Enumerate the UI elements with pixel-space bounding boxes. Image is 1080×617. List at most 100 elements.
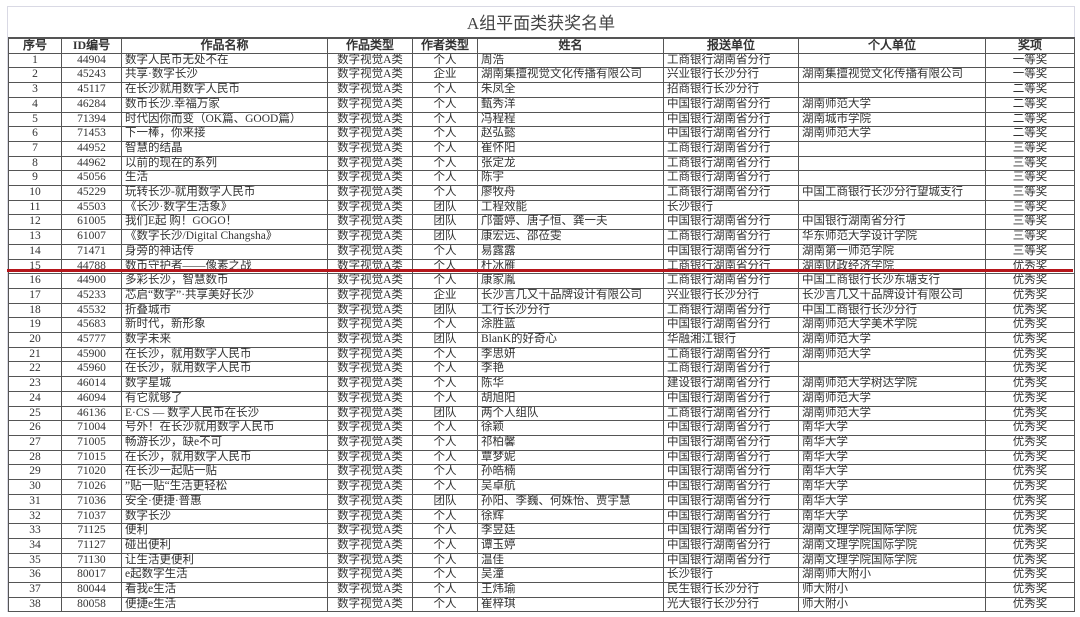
cell-index: 28 bbox=[8, 449, 62, 466]
cell-work-name: 我们E起 购！GOGO！ bbox=[121, 214, 328, 231]
cell-index: 21 bbox=[8, 346, 62, 363]
cell-work-type: 数字视觉A类 bbox=[327, 82, 413, 98]
table-row: 6 71453 下一棒，你来接 数字视觉A类 个人 赵弘懿 中国银行湖南省分行 湖南师范大学二… bbox=[8, 126, 1075, 142]
cell-id: 71015 bbox=[61, 449, 122, 466]
cell-work-type: 数字视觉A类 bbox=[327, 464, 413, 481]
cell-personal-unit: 南华大学 bbox=[798, 434, 986, 451]
cell-award: 优秀奖 bbox=[985, 346, 1075, 363]
cell-id: 71005 bbox=[61, 434, 122, 451]
cell-award: 优秀奖 bbox=[985, 390, 1075, 407]
cell-name: 长沙言几又十品牌设计有限公司 bbox=[477, 287, 664, 304]
cell-work-type: 数字视觉A类 bbox=[327, 552, 413, 569]
cell-name: 祁柏馨 bbox=[477, 434, 664, 451]
cell-award: 三等奖 bbox=[985, 140, 1075, 157]
cell-id: 71004 bbox=[61, 420, 122, 436]
header-submitting-unit: 报送单位 bbox=[663, 36, 799, 54]
cell-submitting-unit: 民生银行长沙分行 bbox=[663, 582, 799, 598]
table-row: 4 46284 数币长沙.幸福万家 数字视觉A类 个人 甄秀洋 中国银行湖南省分行 湖南师范大… bbox=[8, 96, 1075, 113]
cell-work-type: 数字视觉A类 bbox=[327, 199, 413, 216]
header-personal-unit: 个人单位 bbox=[798, 36, 986, 54]
cell-name: 李昱廷 bbox=[477, 523, 664, 539]
highlight-divider-line bbox=[7, 269, 1073, 272]
cell-award: 二等奖 bbox=[985, 111, 1075, 128]
cell-personal-unit: 师大附小 bbox=[798, 596, 986, 613]
cell-id: 44904 bbox=[61, 52, 122, 69]
cell-name: 邝蕾婷、唐子恒、龚一夫 bbox=[477, 214, 664, 231]
cell-award: 三等奖 bbox=[985, 243, 1075, 260]
cell-id: 71394 bbox=[61, 111, 122, 128]
cell-index: 7 bbox=[8, 140, 62, 157]
cell-work-type: 数字视觉A类 bbox=[327, 523, 413, 539]
award-list-sheet: A组平面类获奖名单 序号 ID编号 作品名称 作品类型 作者类型 姓名 报送单位… bbox=[7, 6, 1075, 613]
header-name: 姓名 bbox=[477, 36, 664, 54]
cell-id: 61007 bbox=[61, 229, 122, 245]
cell-author-type: 个人 bbox=[412, 582, 478, 598]
cell-author-type: 个人 bbox=[412, 317, 478, 334]
cell-award: 优秀奖 bbox=[985, 464, 1075, 481]
cell-work-name: 《长沙·数字生活象》 bbox=[121, 199, 328, 216]
cell-index: 33 bbox=[8, 523, 62, 539]
cell-work-name: 有它就够了 bbox=[121, 390, 328, 407]
cell-work-type: 数字视觉A类 bbox=[327, 52, 413, 69]
header-author-type: 作者类型 bbox=[412, 36, 478, 54]
cell-author-type: 个人 bbox=[412, 479, 478, 495]
cell-id: 45056 bbox=[61, 170, 122, 187]
cell-id: 45683 bbox=[61, 317, 122, 334]
cell-id: 45117 bbox=[61, 82, 122, 98]
cell-author-type: 团队 bbox=[412, 229, 478, 245]
cell-award: 三等奖 bbox=[985, 214, 1075, 231]
cell-submitting-unit: 中国银行湖南省分行 bbox=[663, 479, 799, 495]
cell-submitting-unit: 工商银行湖南省分行 bbox=[663, 361, 799, 378]
table-row: 14 71471 身旁的神话传 数字视觉A类 个人 易露露 中国银行湖南省分行 湖南第一师范学… bbox=[8, 243, 1075, 260]
cell-work-type: 数字视觉A类 bbox=[327, 229, 413, 245]
cell-award: 优秀奖 bbox=[985, 287, 1075, 304]
cell-author-type: 个人 bbox=[412, 537, 478, 554]
cell-author-type: 个人 bbox=[412, 596, 478, 613]
cell-id: 46094 bbox=[61, 390, 122, 407]
cell-id: 45960 bbox=[61, 361, 122, 378]
cell-work-type: 数字视觉A类 bbox=[327, 111, 413, 128]
cell-index: 23 bbox=[8, 376, 62, 392]
cell-personal-unit: 南华大学 bbox=[798, 493, 986, 510]
cell-submitting-unit: 工商银行湖南省分行 bbox=[663, 140, 799, 157]
cell-work-type: 数字视觉A类 bbox=[327, 537, 413, 554]
cell-work-type: 数字视觉A类 bbox=[327, 582, 413, 598]
cell-work-name: 在长沙一起贴一贴 bbox=[121, 464, 328, 481]
cell-personal-unit: 湖南师范大学 bbox=[798, 332, 986, 348]
cell-author-type: 个人 bbox=[412, 82, 478, 98]
cell-name: 赵弘懿 bbox=[477, 126, 664, 142]
cell-id: 45503 bbox=[61, 199, 122, 216]
cell-work-name: 时代因你而变（OK篇、GOOD篇） bbox=[121, 111, 328, 128]
cell-personal-unit: 华东师范大学设计学院 bbox=[798, 229, 986, 245]
cell-personal-unit: 南华大学 bbox=[798, 420, 986, 436]
cell-submitting-unit: 兴业银行长沙分行 bbox=[663, 67, 799, 84]
cell-id: 46014 bbox=[61, 376, 122, 392]
cell-award: 优秀奖 bbox=[985, 552, 1075, 569]
cell-work-name: 新时代，新形象 bbox=[121, 317, 328, 334]
cell-personal-unit: 湖南文理学院国际学院 bbox=[798, 552, 986, 569]
cell-index: 32 bbox=[8, 508, 62, 525]
cell-award: 三等奖 bbox=[985, 155, 1075, 172]
cell-work-type: 数字视觉A类 bbox=[327, 376, 413, 392]
cell-personal-unit: 湖南师范大学 bbox=[798, 346, 986, 363]
cell-name: 胡旭阳 bbox=[477, 390, 664, 407]
table-row: 8 44962 以前的现在的系列 数字视觉A类 个人 张定龙 工商银行湖南省分行 三等奖 bbox=[8, 155, 1075, 172]
cell-work-name: 在长沙，就用数字人民币 bbox=[121, 346, 328, 363]
cell-id: 45777 bbox=[61, 332, 122, 348]
cell-submitting-unit: 招商银行长沙分行 bbox=[663, 82, 799, 98]
cell-name: 工行长沙分行 bbox=[477, 302, 664, 319]
cell-author-type: 个人 bbox=[412, 552, 478, 569]
cell-award: 优秀奖 bbox=[985, 523, 1075, 539]
cell-submitting-unit: 工商银行湖南省分行 bbox=[663, 52, 799, 69]
cell-award: 三等奖 bbox=[985, 199, 1075, 216]
cell-author-type: 个人 bbox=[412, 243, 478, 260]
cell-award: 优秀奖 bbox=[985, 479, 1075, 495]
cell-author-type: 个人 bbox=[412, 155, 478, 172]
cell-award: 优秀奖 bbox=[985, 434, 1075, 451]
cell-work-type: 数字视觉A类 bbox=[327, 405, 413, 422]
cell-name: 廖牧舟 bbox=[477, 185, 664, 201]
cell-work-type: 数字视觉A类 bbox=[327, 390, 413, 407]
cell-work-type: 数字视觉A类 bbox=[327, 449, 413, 466]
cell-work-name: 数币长沙.幸福万家 bbox=[121, 96, 328, 113]
cell-personal-unit: 中国工商银行长沙分行 bbox=[798, 302, 986, 319]
